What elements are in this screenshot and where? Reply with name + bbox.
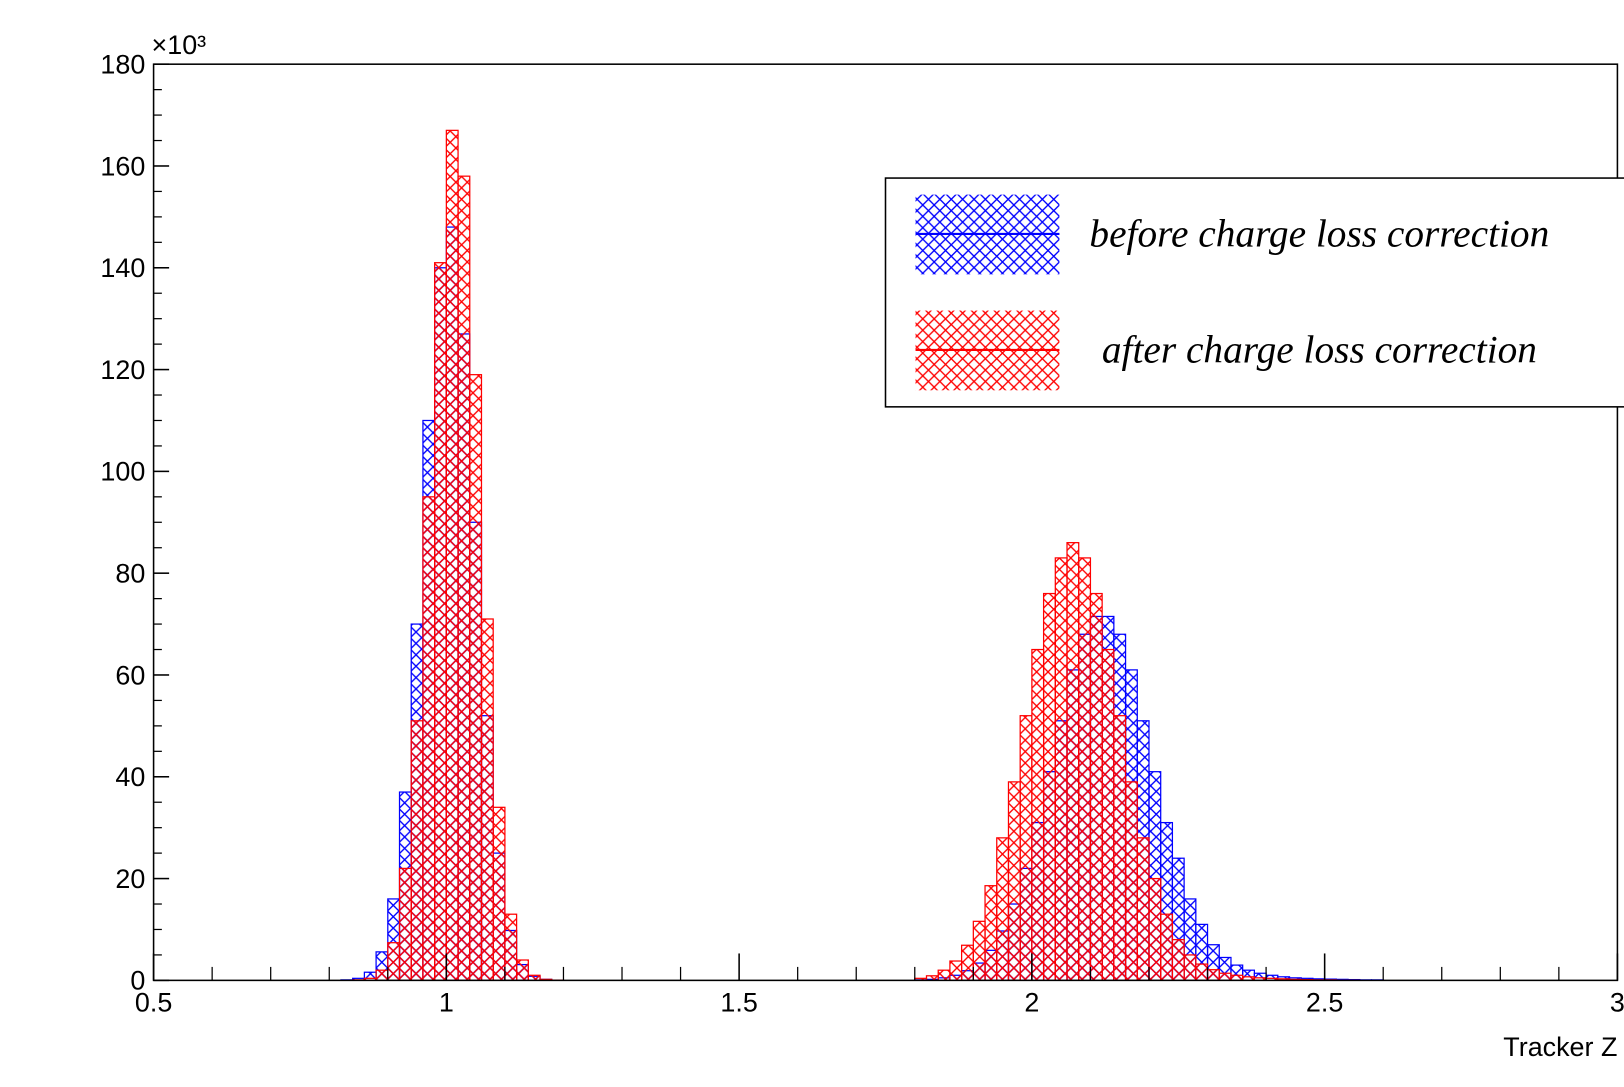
x-tick-label: 2 [1024, 987, 1039, 1017]
histogram-bin [492, 806, 506, 981]
histogram-bin [984, 885, 998, 981]
histogram-bin [1019, 715, 1033, 981]
x-tick-label: 1 [439, 987, 454, 1017]
y-tick-label: 0 [130, 966, 145, 996]
y-tick-label: 100 [100, 457, 145, 487]
histogram-bin [387, 942, 401, 981]
y-tick-label: 80 [115, 558, 145, 588]
histogram-bin [398, 867, 412, 981]
histogram-bin [480, 618, 494, 981]
x-axis-label: Tracker Z [1503, 1032, 1617, 1062]
histogram-series [352, 129, 1361, 981]
histogram-bin [504, 913, 518, 981]
histogram-bin [1101, 648, 1115, 981]
histogram-bin [469, 374, 483, 981]
plot-area [340, 129, 1384, 981]
histogram-bin [434, 262, 447, 981]
histogram-bin [960, 944, 974, 981]
histogram-bin [1218, 972, 1232, 981]
y-tick-label: 180 [100, 50, 145, 80]
y-tick-label: 160 [100, 151, 145, 181]
histogram-bin [1206, 969, 1220, 981]
histogram-bin [996, 837, 1010, 981]
legend: before charge loss correction after charg… [884, 177, 1624, 408]
y-tick-label: 140 [100, 253, 145, 283]
histogram-bin [1171, 939, 1185, 981]
histogram-bin [1007, 781, 1021, 981]
histogram-bin [1031, 648, 1045, 981]
histogram-bin [937, 969, 951, 981]
histogram-bin [1054, 557, 1068, 981]
histogram-bin [445, 129, 459, 981]
x-tick-label: 0.5 [135, 987, 172, 1017]
histogram-bin [1160, 913, 1174, 981]
y-tick-label: 40 [115, 762, 145, 792]
histogram-bin [1136, 837, 1150, 981]
histogram-bin [1195, 963, 1209, 981]
legend-label: before charge loss correction [1089, 211, 1549, 255]
histogram-bin [1042, 592, 1056, 981]
x-tick-label: 1.5 [720, 987, 757, 1017]
x-tick-label: 3 [1610, 987, 1624, 1017]
x-tick-label: 2.5 [1306, 987, 1343, 1017]
y-tick-label: 120 [100, 355, 145, 385]
y-tick-label: 60 [115, 660, 145, 690]
histogram-bin [1124, 781, 1138, 981]
legend-label: after charge loss correction [1102, 327, 1537, 371]
histogram-bin [457, 175, 471, 981]
histogram-bin [949, 960, 963, 981]
histogram-bin [1066, 542, 1080, 981]
histogram-bin [1089, 592, 1103, 981]
histogram-bin [972, 920, 986, 981]
histogram-bin [422, 496, 436, 981]
histogram-bin [515, 959, 529, 981]
histogram-bin [1148, 877, 1162, 981]
y-tick-label: 20 [115, 864, 145, 894]
histogram-bin [375, 969, 389, 981]
histogram-bin [1078, 557, 1092, 981]
histogram-bin [1113, 715, 1127, 981]
histogram-bin [1183, 954, 1197, 981]
histogram-bin [410, 720, 424, 981]
y-multiplier: ×10³ [152, 30, 207, 60]
